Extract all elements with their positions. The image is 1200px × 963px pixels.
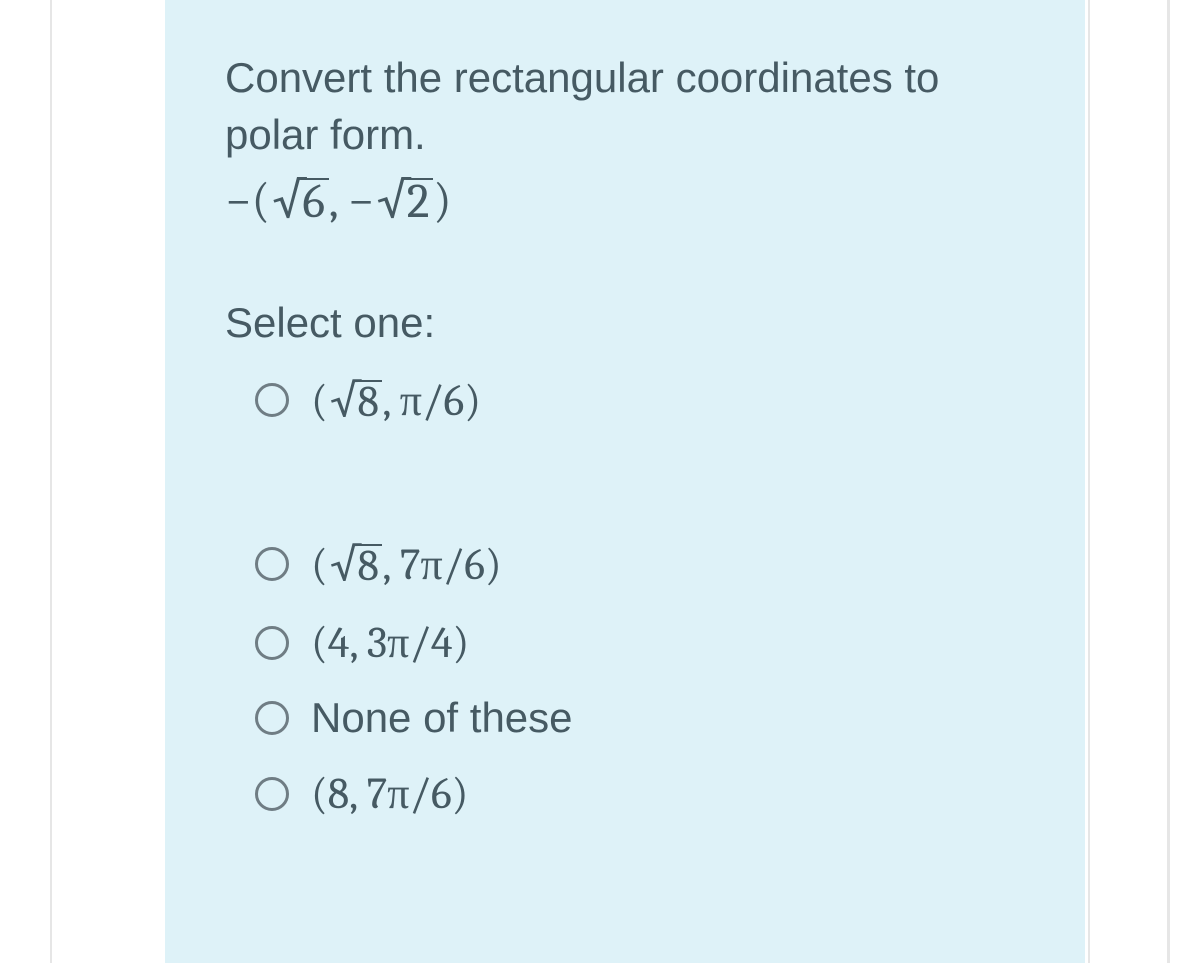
question-expression: −(6, −2) (225, 171, 1030, 229)
option-3[interactable]: (4, 3π/4) (255, 617, 1030, 668)
option-5-label: (8, 7π/6) (311, 768, 468, 819)
column-divider-left (50, 0, 52, 963)
page-frame: Convert the rectangular coordinates to p… (0, 0, 1200, 963)
option-2[interactable]: (8, 7π/6) (255, 537, 1030, 591)
expr-close: ) (433, 173, 451, 228)
option-2-label: (8, 7π/6) (311, 537, 502, 591)
sqrt-8a: 8 (328, 373, 383, 427)
radio-icon[interactable] (255, 701, 289, 735)
option-1[interactable]: (8, π/6) (255, 373, 1030, 427)
radio-icon[interactable] (255, 383, 289, 417)
expr-minus: −( (225, 173, 270, 228)
option-5[interactable]: (8, 7π/6) (255, 768, 1030, 819)
question-card: Convert the rectangular coordinates to p… (165, 0, 1085, 963)
column-divider-right (1088, 0, 1090, 963)
sqrt-2: 2 (374, 171, 433, 229)
option-1-label: (8, π/6) (311, 373, 481, 427)
radio-icon[interactable] (255, 777, 289, 811)
option-4-label: None of these (311, 694, 573, 742)
option-3-label: (4, 3π/4) (311, 617, 469, 668)
select-one-label: Select one: (225, 299, 1030, 347)
option-4[interactable]: None of these (255, 694, 1030, 742)
radio-icon[interactable] (255, 626, 289, 660)
options-list: (8, π/6) (8, 7π/6) (4, 3π/4) None of the… (225, 373, 1030, 819)
sqrt-8b: 8 (328, 537, 383, 591)
scroll-edge (1167, 0, 1170, 963)
radio-icon[interactable] (255, 547, 289, 581)
question-prompt: Convert the rectangular coordinates to p… (225, 50, 1030, 163)
sqrt-6: 6 (270, 171, 329, 229)
expr-mid: , − (329, 173, 375, 228)
